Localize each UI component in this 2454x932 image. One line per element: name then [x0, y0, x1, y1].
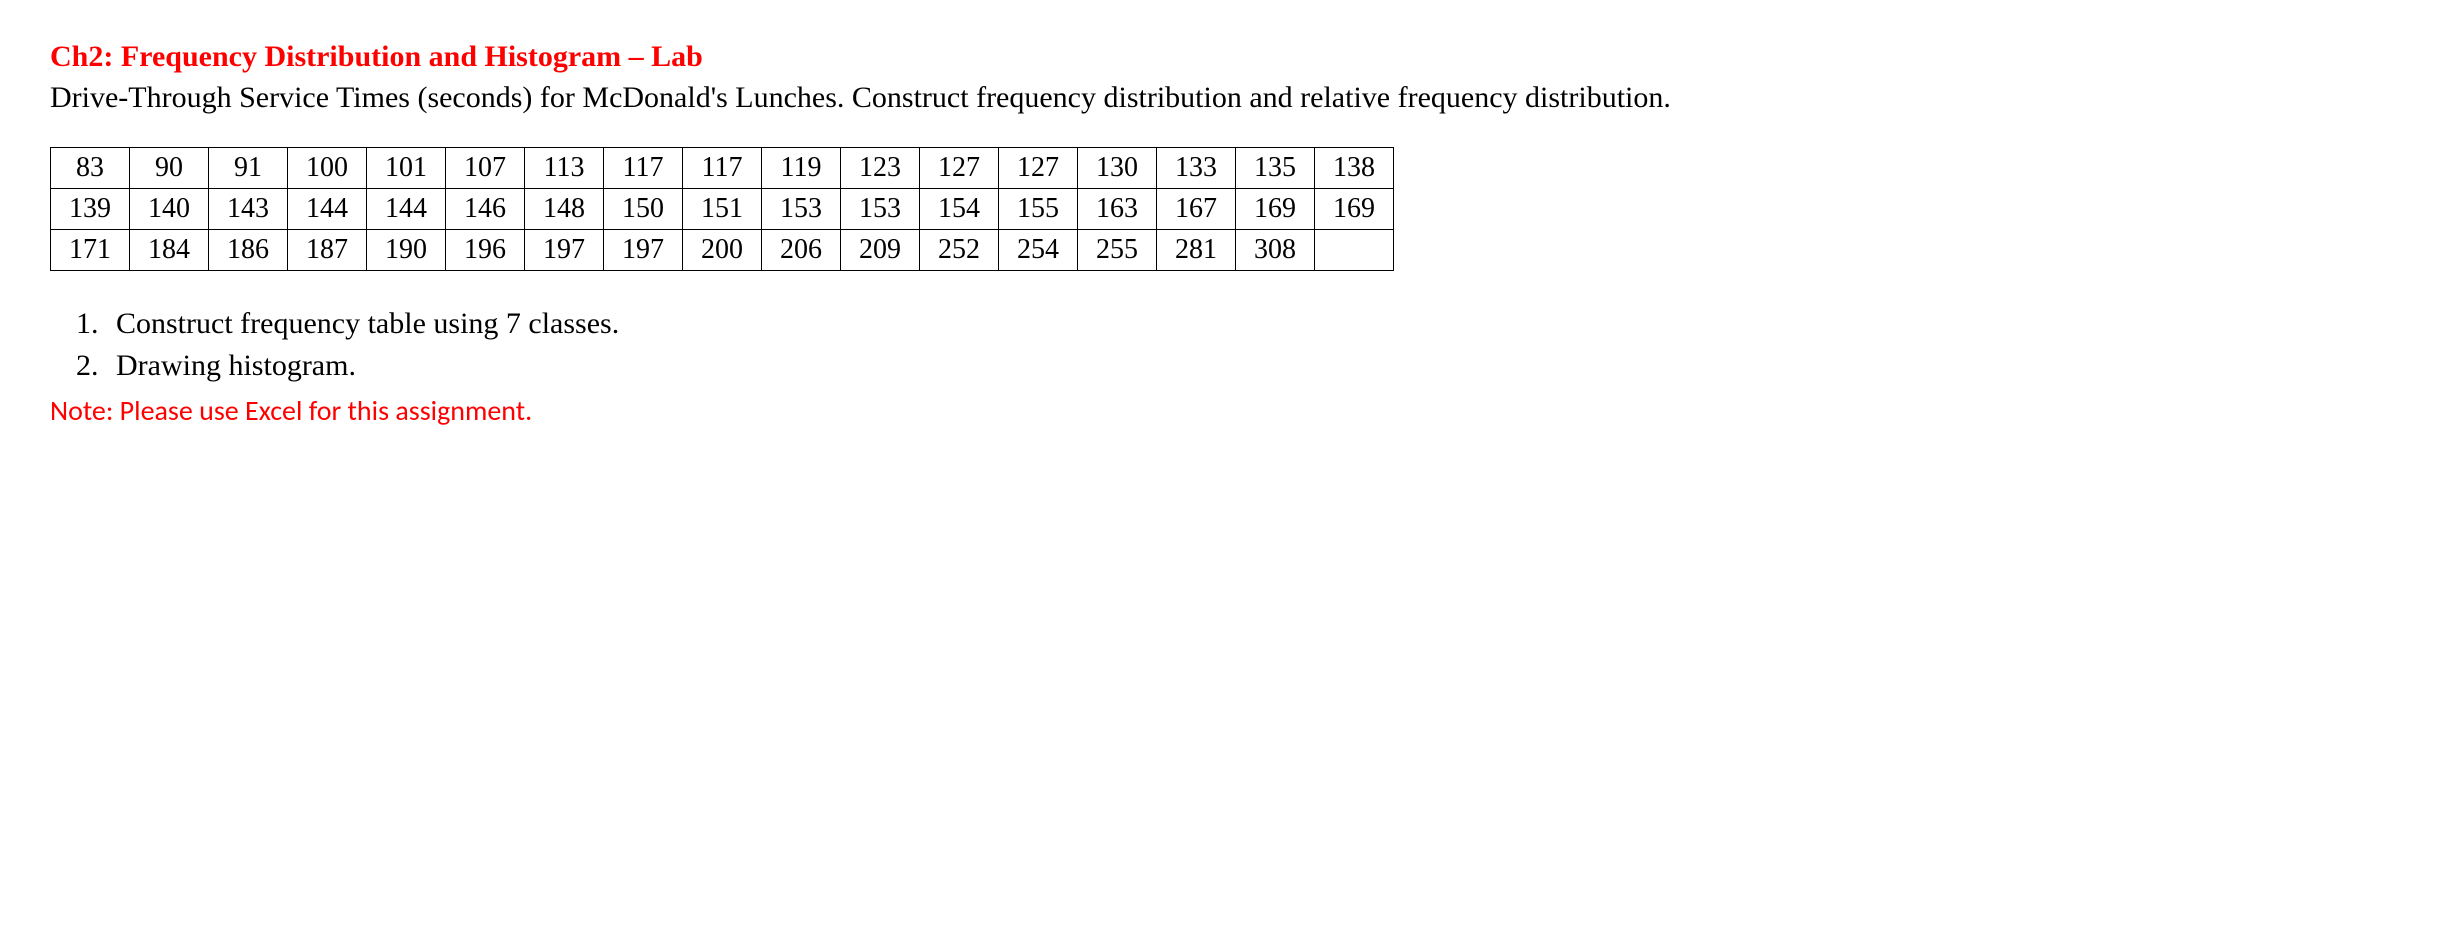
table-cell: 127: [920, 147, 999, 188]
table-cell: 127: [999, 147, 1078, 188]
table-cell: 169: [1315, 188, 1394, 229]
table-cell: 206: [762, 229, 841, 270]
table-cell: 153: [841, 188, 920, 229]
table-cell: 139: [51, 188, 130, 229]
table-cell: 113: [525, 147, 604, 188]
table-cell: 197: [525, 229, 604, 270]
note-text: Note: Please use Excel for this assignme…: [50, 393, 2404, 428]
table-cell: 119: [762, 147, 841, 188]
table-cell: 209: [841, 229, 920, 270]
table-cell: 186: [209, 229, 288, 270]
table-cell: 123: [841, 147, 920, 188]
table-cell: 169: [1236, 188, 1315, 229]
list-item: Construct frequency table using 7 classe…: [106, 303, 2404, 345]
page-title: Ch2: Frequency Distribution and Histogra…: [50, 40, 2404, 74]
table-cell: 255: [1078, 229, 1157, 270]
table-cell: 144: [367, 188, 446, 229]
table-cell: 167: [1157, 188, 1236, 229]
table-cell: 143: [209, 188, 288, 229]
table-cell: 190: [367, 229, 446, 270]
table-cell: 154: [920, 188, 999, 229]
table-cell: 146: [446, 188, 525, 229]
table-cell: 135: [1236, 147, 1315, 188]
table-cell: 101: [367, 147, 446, 188]
table-cell: 254: [999, 229, 1078, 270]
table-cell: 117: [604, 147, 683, 188]
table-cell: 130: [1078, 147, 1157, 188]
table-cell: 281: [1157, 229, 1236, 270]
table-row: 83 90 91 100 101 107 113 117 117 119 123…: [51, 147, 1394, 188]
table-cell: 308: [1236, 229, 1315, 270]
table-row: 171 184 186 187 190 196 197 197 200 206 …: [51, 229, 1394, 270]
table-cell: 252: [920, 229, 999, 270]
table-cell-empty: [1315, 229, 1394, 270]
table-cell: 100: [288, 147, 367, 188]
table-cell: 155: [999, 188, 1078, 229]
table-cell: 200: [683, 229, 762, 270]
table-cell: 140: [130, 188, 209, 229]
table-cell: 197: [604, 229, 683, 270]
table-row: 139 140 143 144 144 146 148 150 151 153 …: [51, 188, 1394, 229]
table-cell: 148: [525, 188, 604, 229]
table-cell: 83: [51, 147, 130, 188]
list-item: Drawing histogram.: [106, 345, 2404, 387]
table-cell: 117: [683, 147, 762, 188]
table-cell: 91: [209, 147, 288, 188]
table-cell: 107: [446, 147, 525, 188]
table-cell: 187: [288, 229, 367, 270]
table-cell: 90: [130, 147, 209, 188]
table-cell: 133: [1157, 147, 1236, 188]
question-list: Construct frequency table using 7 classe…: [50, 303, 2404, 387]
table-cell: 151: [683, 188, 762, 229]
table-cell: 138: [1315, 147, 1394, 188]
table-cell: 184: [130, 229, 209, 270]
table-cell: 171: [51, 229, 130, 270]
page-subtitle: Drive-Through Service Times (seconds) fo…: [50, 78, 2404, 119]
table-cell: 163: [1078, 188, 1157, 229]
table-cell: 153: [762, 188, 841, 229]
table-cell: 196: [446, 229, 525, 270]
table-cell: 144: [288, 188, 367, 229]
table-cell: 150: [604, 188, 683, 229]
data-table: 83 90 91 100 101 107 113 117 117 119 123…: [50, 147, 1394, 271]
